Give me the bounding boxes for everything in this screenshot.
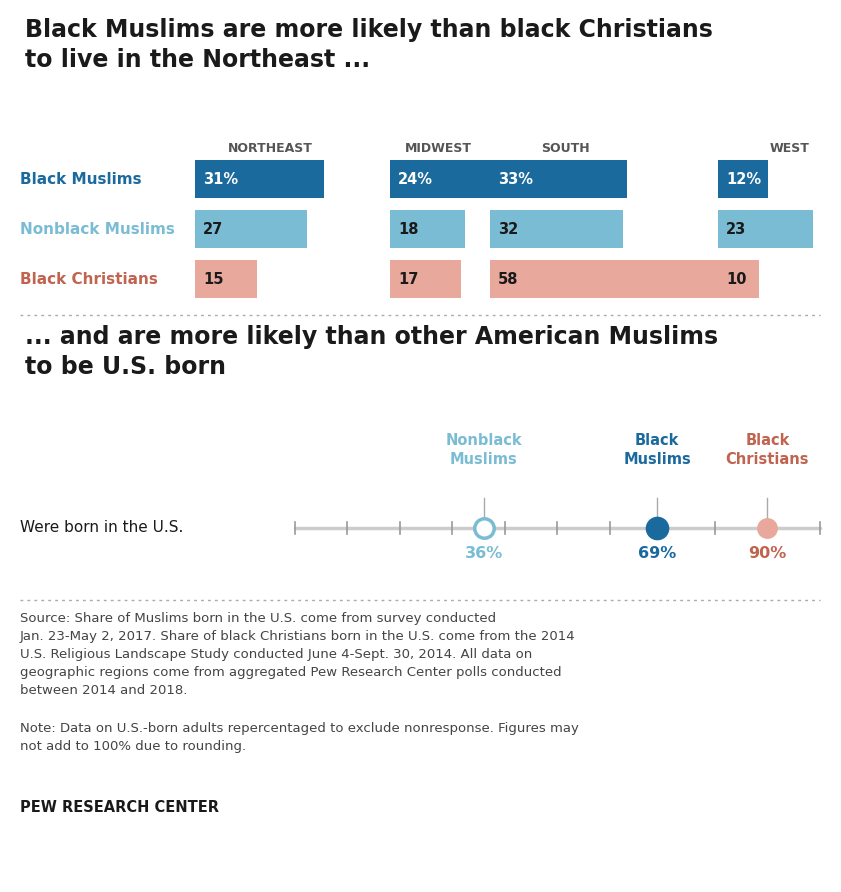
- Bar: [490, 210, 623, 248]
- Bar: [718, 210, 813, 248]
- Text: 18: 18: [398, 221, 419, 236]
- Text: 24%: 24%: [398, 171, 433, 186]
- Text: 23: 23: [726, 221, 746, 236]
- Text: ... and are more likely than other American Muslims
to be U.S. born: ... and are more likely than other Ameri…: [25, 325, 718, 379]
- Bar: [390, 210, 465, 248]
- Text: 12%: 12%: [726, 171, 761, 186]
- Bar: [490, 260, 731, 298]
- Bar: [390, 260, 461, 298]
- Text: PEW RESEARCH CENTER: PEW RESEARCH CENTER: [20, 800, 219, 815]
- Bar: [490, 160, 627, 198]
- Text: Source: Share of Muslims born in the U.S. come from survey conducted
Jan. 23-May: Source: Share of Muslims born in the U.S…: [20, 612, 575, 697]
- Text: WEST: WEST: [770, 142, 810, 154]
- Text: Black Christians: Black Christians: [20, 271, 158, 286]
- Text: Black Muslims: Black Muslims: [20, 171, 141, 186]
- Text: 33%: 33%: [498, 171, 533, 186]
- Text: Black
Muslims: Black Muslims: [623, 433, 691, 467]
- Bar: [195, 210, 307, 248]
- Text: SOUTH: SOUTH: [541, 142, 590, 154]
- Text: 36%: 36%: [465, 546, 503, 561]
- Bar: [195, 160, 324, 198]
- Text: 69%: 69%: [638, 546, 676, 561]
- Bar: [718, 260, 759, 298]
- Bar: [718, 160, 768, 198]
- Bar: [390, 160, 489, 198]
- Text: 10: 10: [726, 271, 747, 286]
- Text: 32: 32: [498, 221, 518, 236]
- Text: NORTHEAST: NORTHEAST: [228, 142, 313, 154]
- Text: Black Muslims are more likely than black Christians
to live in the Northeast ...: Black Muslims are more likely than black…: [25, 18, 713, 71]
- Text: 15: 15: [203, 271, 224, 286]
- Text: Nonblack Muslims: Nonblack Muslims: [20, 221, 175, 236]
- Text: Nonblack
Muslims: Nonblack Muslims: [446, 433, 522, 467]
- Text: 27: 27: [203, 221, 223, 236]
- Bar: [195, 260, 257, 298]
- Text: Were born in the U.S.: Were born in the U.S.: [20, 521, 183, 535]
- Text: 58: 58: [498, 271, 519, 286]
- Text: 31%: 31%: [203, 171, 238, 186]
- Text: Black
Christians: Black Christians: [726, 433, 809, 467]
- Text: 90%: 90%: [748, 546, 786, 561]
- Text: 17: 17: [398, 271, 418, 286]
- Text: MIDWEST: MIDWEST: [405, 142, 472, 154]
- Text: Note: Data on U.S.-born adults repercentaged to exclude nonresponse. Figures may: Note: Data on U.S.-born adults repercent…: [20, 722, 579, 753]
